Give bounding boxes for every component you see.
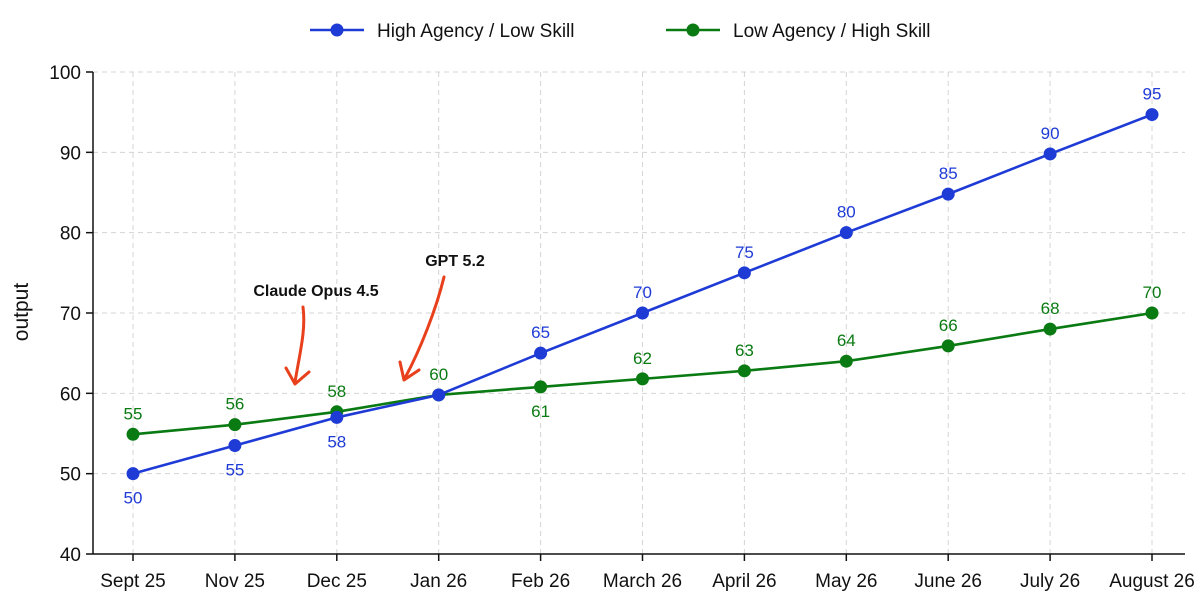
legend-swatch-marker: [686, 23, 700, 37]
data-point-1: [636, 372, 649, 386]
data-label: 80: [837, 203, 856, 222]
x-tick-label: April 26: [712, 571, 776, 592]
y-tick-label: 70: [60, 304, 81, 325]
data-point-0: [737, 266, 751, 280]
data-label: 61: [531, 402, 550, 421]
data-point-0: [941, 187, 955, 201]
data-point-0: [1043, 147, 1057, 161]
series-layer: [126, 108, 1159, 481]
y-tick-label: 100: [49, 63, 81, 84]
x-tick-label: August 26: [1109, 571, 1195, 592]
data-point-1: [1145, 306, 1159, 320]
data-point-1: [534, 380, 548, 394]
y-axis-label: output: [10, 283, 33, 342]
data-label: 55: [124, 404, 143, 423]
legend-label: Low Agency / High Skill: [733, 21, 931, 42]
data-label: 95: [1143, 85, 1162, 104]
data-label: 85: [939, 164, 958, 183]
legend-label: High Agency / Low Skill: [377, 21, 575, 42]
data-labels: 50 55 58 65 70 75 80 85 90 95 55 56 58 60 61 62 63 64 66 68…: [124, 85, 1162, 508]
annotations: Claude Opus 4.5 GPT 5.2: [253, 253, 485, 386]
data-point-0: [1145, 108, 1159, 122]
data-label: 60: [429, 365, 448, 384]
x-tick-label: Sept 25: [100, 571, 166, 592]
grid: [93, 71, 1185, 554]
data-label: 55: [225, 461, 244, 480]
data-point-1: [839, 354, 853, 368]
y-tick-label: 60: [60, 384, 81, 405]
x-tick-label: March 26: [603, 571, 682, 592]
annotation-arrow-shaft: [403, 275, 446, 380]
data-label: 75: [735, 243, 754, 262]
data-label: 56: [225, 395, 244, 414]
y-tick-label: 50: [60, 465, 81, 486]
data-point-0: [228, 439, 242, 453]
data-label: 68: [1041, 299, 1060, 318]
data-point-1: [228, 418, 242, 432]
data-point-1: [737, 364, 751, 378]
axes: 40 50 60 70 80 90 100 Sept 25 Nov 25 Dec 25 Jan 26…: [49, 63, 1194, 592]
data-point-0: [636, 306, 649, 320]
data-label: 62: [633, 349, 652, 368]
data-point-0: [330, 410, 344, 424]
annotation-arrow-head: [284, 366, 311, 386]
x-tick-label: June 26: [914, 571, 982, 592]
y-tick-label: 90: [60, 143, 81, 164]
y-tick-label: 80: [60, 224, 81, 245]
x-tick-label: Jan 26: [410, 571, 467, 592]
data-point-0: [432, 388, 446, 402]
data-point-1: [126, 427, 140, 441]
data-label: 66: [939, 316, 958, 335]
data-point-0: [534, 346, 548, 360]
data-point-1: [941, 339, 955, 353]
x-tick-label: Feb 26: [511, 571, 570, 592]
data-label: 58: [327, 382, 346, 401]
annotation-arrow-shaft: [293, 305, 306, 384]
data-point-0: [126, 467, 140, 481]
data-label: 50: [124, 489, 143, 508]
annotation-label: GPT 5.2: [425, 253, 485, 270]
data-label: 65: [531, 323, 550, 342]
annotation-arrow-head: [398, 360, 421, 382]
legend-swatch-marker: [330, 23, 344, 37]
data-label: 64: [837, 331, 856, 350]
data-point-0: [839, 226, 853, 240]
x-tick-label: May 26: [815, 571, 877, 592]
data-label: 63: [735, 341, 754, 360]
data-label: 90: [1041, 124, 1060, 143]
legend: High Agency / Low Skill Low Agency / High…: [310, 21, 931, 42]
y-tick-label: 40: [60, 545, 81, 566]
data-label: 70: [633, 283, 652, 302]
x-tick-label: July 26: [1020, 571, 1080, 592]
data-point-1: [1043, 322, 1057, 336]
data-label: 70: [1143, 283, 1162, 302]
x-tick-label: Nov 25: [205, 571, 265, 592]
data-label: 58: [327, 432, 346, 451]
x-tick-label: Dec 25: [307, 571, 367, 592]
annotation-label: Claude Opus 4.5: [253, 283, 378, 300]
